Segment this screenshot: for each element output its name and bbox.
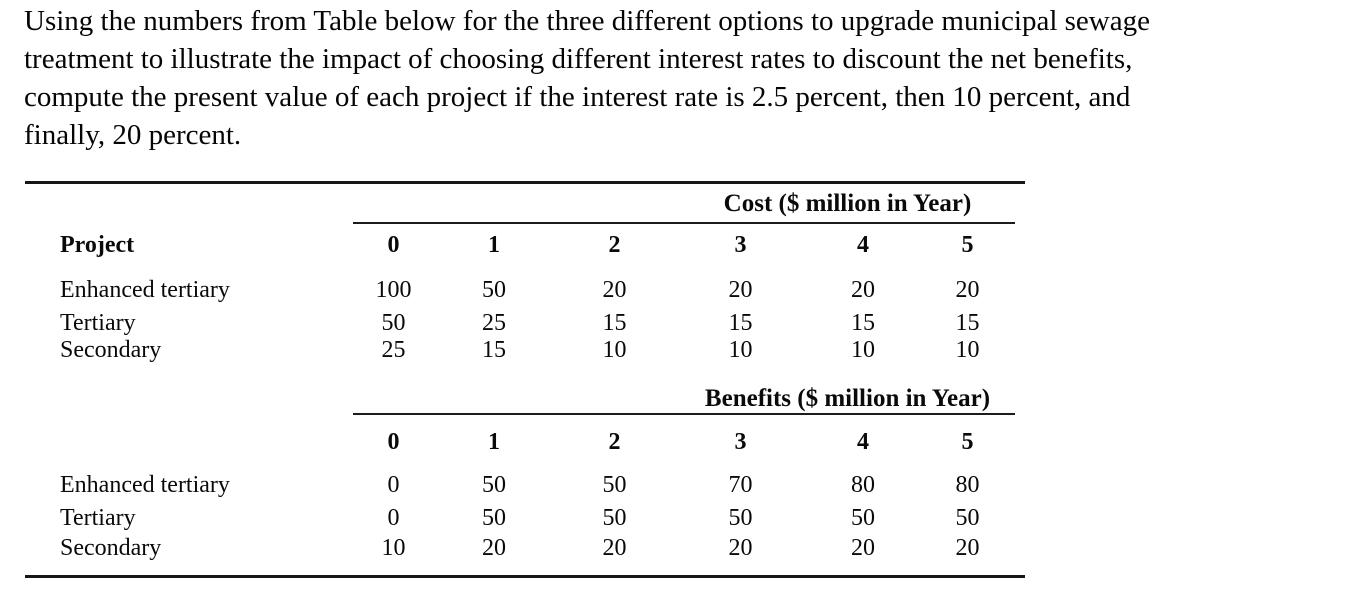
benefit-value: 50 bbox=[602, 505, 627, 531]
year-header: 5 bbox=[961, 429, 974, 455]
cost-value: 50 bbox=[381, 310, 406, 336]
benefit-value: 50 bbox=[851, 505, 875, 531]
benefit-value: 70 bbox=[728, 472, 753, 498]
cost-value: 100 bbox=[375, 277, 412, 303]
cost-value: 20 bbox=[955, 277, 980, 303]
cost-value: 20 bbox=[851, 277, 875, 303]
problem-statement: Using the numbers from Table below for t… bbox=[24, 2, 1150, 154]
row-label: Enhanced tertiary bbox=[60, 472, 230, 498]
benefit-value: 20 bbox=[602, 535, 627, 561]
table-row: Tertiary 0 50 50 50 50 50 bbox=[25, 504, 1015, 532]
problem-line: Using the numbers from Table below for t… bbox=[24, 5, 1150, 37]
benefit-value: 20 bbox=[728, 535, 753, 561]
cost-section-header: Cost ($ million in Year) bbox=[723, 190, 972, 217]
benefits-year-header-row: 0 1 2 3 4 5 bbox=[25, 428, 1015, 456]
row-label: Secondary bbox=[60, 337, 162, 363]
cost-value: 10 bbox=[851, 337, 875, 363]
cost-value: 20 bbox=[728, 277, 753, 303]
cost-header-rule bbox=[353, 222, 1015, 224]
cost-value: 10 bbox=[955, 337, 980, 363]
year-header: 2 bbox=[608, 429, 621, 455]
table-row: Secondary 25 15 10 10 10 10 bbox=[25, 336, 1015, 364]
benefit-value: 50 bbox=[482, 472, 506, 498]
year-header: 3 bbox=[734, 232, 747, 258]
cost-value: 25 bbox=[482, 310, 506, 336]
year-header: 5 bbox=[961, 232, 974, 258]
benefit-value: 0 bbox=[387, 505, 400, 531]
table-row: Tertiary 50 25 15 15 15 15 bbox=[25, 309, 1015, 337]
table-row: Enhanced tertiary 100 50 20 20 20 20 bbox=[25, 276, 1015, 304]
cost-value: 25 bbox=[381, 337, 406, 363]
benefit-value: 50 bbox=[482, 505, 506, 531]
table-row: Enhanced tertiary 0 50 50 70 80 80 bbox=[25, 471, 1015, 499]
table-bottom-rule bbox=[25, 575, 1025, 578]
year-header: 3 bbox=[734, 429, 747, 455]
benefit-value: 20 bbox=[482, 535, 506, 561]
cost-benefit-table: Cost ($ million in Year) Project 0 1 2 3… bbox=[25, 181, 1025, 578]
row-label: Enhanced tertiary bbox=[60, 277, 230, 303]
cost-value: 15 bbox=[602, 310, 627, 336]
benefit-value: 80 bbox=[955, 472, 980, 498]
problem-line: treatment to illustrate the impact of ch… bbox=[24, 43, 1133, 75]
row-label: Tertiary bbox=[60, 505, 136, 531]
cost-year-header-row: Project 0 1 2 3 4 5 bbox=[25, 231, 1015, 259]
cost-value: 15 bbox=[728, 310, 753, 336]
year-header: 0 bbox=[387, 429, 400, 455]
benefit-value: 80 bbox=[851, 472, 875, 498]
benefit-value: 50 bbox=[728, 505, 753, 531]
row-label: Secondary bbox=[60, 535, 162, 561]
cost-value: 20 bbox=[602, 277, 627, 303]
year-header: 4 bbox=[857, 232, 869, 258]
benefit-value: 50 bbox=[602, 472, 627, 498]
benefit-value: 50 bbox=[955, 505, 980, 531]
cost-value: 15 bbox=[482, 337, 506, 363]
cost-value: 50 bbox=[482, 277, 506, 303]
benefit-value: 0 bbox=[387, 472, 400, 498]
year-header: 4 bbox=[857, 429, 869, 455]
empty-cell bbox=[25, 428, 353, 456]
benefit-value: 20 bbox=[851, 535, 875, 561]
year-header: 1 bbox=[488, 429, 500, 455]
benefit-value: 20 bbox=[955, 535, 980, 561]
year-header: 2 bbox=[608, 232, 621, 258]
cost-value: 10 bbox=[602, 337, 627, 363]
project-column-header: Project bbox=[60, 232, 135, 258]
cost-value: 15 bbox=[955, 310, 980, 336]
row-label: Tertiary bbox=[60, 310, 136, 336]
year-header: 1 bbox=[488, 232, 500, 258]
problem-line: finally, 20 percent. bbox=[24, 119, 242, 151]
cost-value: 15 bbox=[851, 310, 875, 336]
problem-line: compute the present value of each projec… bbox=[24, 81, 1131, 113]
benefits-section-header: Benefits ($ million in Year) bbox=[704, 385, 991, 412]
benefits-header-rule bbox=[353, 413, 1015, 415]
year-header: 0 bbox=[387, 232, 400, 258]
table-row: Secondary 10 20 20 20 20 20 bbox=[25, 534, 1015, 562]
cost-value: 10 bbox=[728, 337, 753, 363]
table-top-rule bbox=[25, 181, 1025, 184]
benefit-value: 10 bbox=[381, 535, 406, 561]
